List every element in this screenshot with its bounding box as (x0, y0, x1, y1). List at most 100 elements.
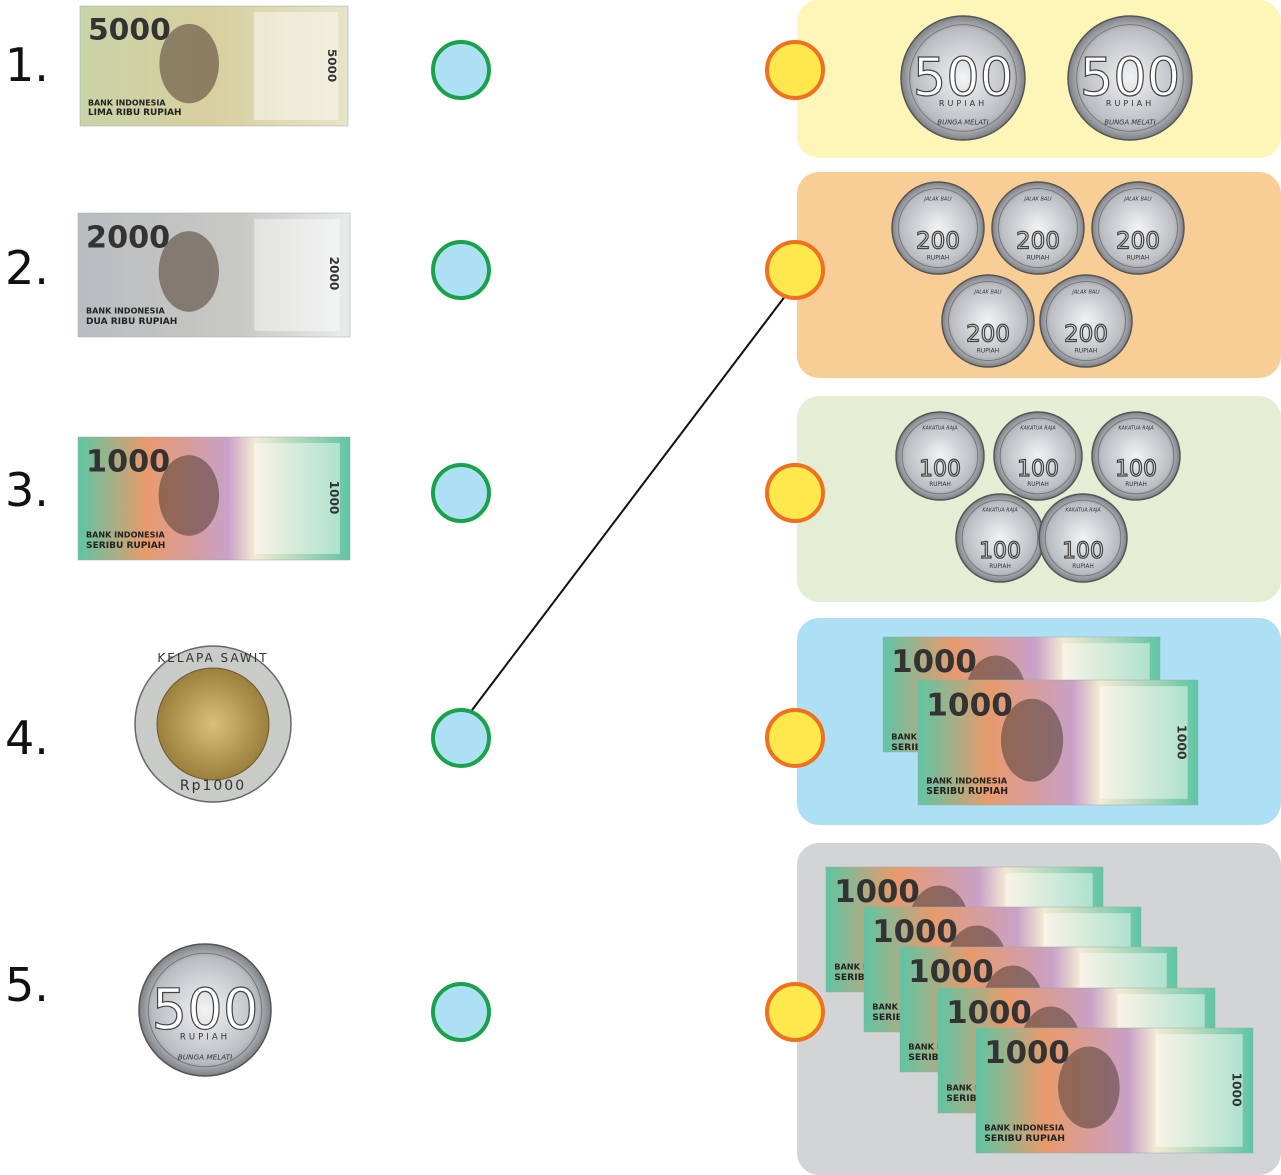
left-dot[interactable] (433, 242, 489, 298)
coin-unit: RUPIAH (939, 99, 987, 108)
note-issuer: BANK INDONESIA (86, 531, 165, 540)
note-value-vertical: 1000 (1174, 725, 1189, 760)
note-value: 1000 (872, 914, 958, 950)
coin-motto: JALAK BALI (1023, 196, 1052, 202)
note-words: SERIBU RUPIAH (984, 1133, 1065, 1144)
coin-motto: KAKATUA RAJA (1020, 426, 1055, 432)
coin-value: Rp1000 (180, 778, 246, 794)
worksheet: 1.2.3.4.5.50005000BANK INDONESIALIMA RIB… (0, 0, 1281, 1175)
right-dot[interactable] (767, 984, 823, 1040)
item-number: 2. (5, 241, 49, 295)
coin-center (157, 668, 269, 780)
note-value: 1000 (908, 954, 994, 990)
right-dot[interactable] (767, 242, 823, 298)
note-value: 1000 (926, 687, 1013, 723)
right-dot[interactable] (767, 465, 823, 521)
coin-motto: BUNGA MELATI (1104, 119, 1155, 127)
note-words: SERIBU RUPIAH (86, 541, 165, 551)
coin-unit: RUPIAH (1127, 254, 1149, 261)
coin-unit: RUPIAH (1072, 564, 1094, 570)
item-number: 1. (5, 38, 49, 92)
coin-unit: RUPIAH (927, 254, 949, 261)
coin-motto: KAKATUA RAJA (1118, 426, 1153, 432)
left-dot[interactable] (433, 984, 489, 1040)
coin-motto: BUNGA MELATI (937, 119, 988, 127)
coin-unit: RUPIAH (989, 564, 1011, 570)
note-words: SERIBU RUPIAH (926, 786, 1008, 797)
left-dot[interactable] (433, 710, 489, 766)
coin-value: 100 (1115, 457, 1157, 482)
coin-motto: BUNGA MELATI (178, 1053, 232, 1062)
coin-value: 100 (1017, 457, 1059, 482)
coin-motto: KELAPA SAWIT (157, 651, 268, 665)
right-dot[interactable] (767, 710, 823, 766)
coin-unit: RUPIAH (1075, 347, 1097, 354)
note-value-vertical: 2000 (327, 257, 341, 291)
item-number: 3. (5, 463, 49, 517)
coin-motto: JALAK BALI (973, 289, 1002, 295)
coin-motto: KAKATUA RAJA (1065, 508, 1100, 514)
note-value-vertical: 1000 (327, 481, 341, 515)
item-number: 5. (5, 958, 49, 1012)
option-box (797, 0, 1281, 158)
coin-unit: RUPIAH (1125, 482, 1147, 488)
left-dot[interactable] (433, 465, 489, 521)
coin-unit: RUPIAH (1106, 99, 1154, 108)
note-words: DUA RIBU RUPIAH (86, 317, 177, 327)
note-issuer: BANK INDONESIA (88, 98, 166, 107)
left-dot[interactable] (433, 42, 489, 98)
note-value: 1000 (86, 444, 170, 479)
coin-value: 200 (1116, 229, 1160, 255)
note-value: 1000 (834, 874, 920, 910)
coin-value: 100 (1062, 539, 1104, 564)
note-words: LIMA RIBU RUPIAH (88, 108, 182, 118)
coin-value: 100 (979, 539, 1021, 564)
note-issuer: BANK INDONESIA (984, 1123, 1065, 1133)
note-value-vertical: 1000 (1229, 1072, 1243, 1106)
coin-unit: RUPIAH (929, 482, 951, 488)
coin-value: 200 (1016, 229, 1060, 255)
coin: KELAPA SAWIT Rp1000 (135, 646, 291, 802)
note-value: 1000 (984, 1035, 1070, 1071)
item-number: 4. (5, 711, 49, 765)
note-issuer: BANK INDONESIA (86, 307, 165, 316)
match-line (463, 287, 792, 722)
coin: 100RUPIAH KAKATUA RAJA (994, 412, 1082, 500)
coin-motto: JALAK BALI (923, 196, 952, 202)
coin-motto: JALAK BALI (1123, 196, 1152, 202)
coin-motto: JALAK BALI (1071, 289, 1100, 295)
coin-value: 100 (919, 457, 961, 482)
coin-motto: KAKATUA RAJA (922, 426, 957, 432)
note-value-vertical: 5000 (325, 49, 339, 82)
coin-unit: RUPIAH (1027, 482, 1049, 488)
coin-value: 200 (966, 322, 1010, 348)
coin-unit: RUPIAH (1027, 254, 1049, 261)
coin-motto: KAKATUA RAJA (982, 508, 1017, 514)
note-value: 1000 (946, 995, 1032, 1031)
note-value: 1000 (891, 644, 977, 680)
coin: 500RUPIAHBUNGA MELATI (901, 16, 1025, 140)
coin-unit: RUPIAH (977, 347, 999, 354)
coin-value: 200 (916, 229, 960, 255)
right-dot[interactable] (767, 42, 823, 98)
note-value: 2000 (86, 220, 170, 255)
note-value: 5000 (88, 13, 171, 48)
coin-value: 200 (1064, 322, 1108, 348)
coin-unit: RUPIAH (180, 1033, 230, 1043)
